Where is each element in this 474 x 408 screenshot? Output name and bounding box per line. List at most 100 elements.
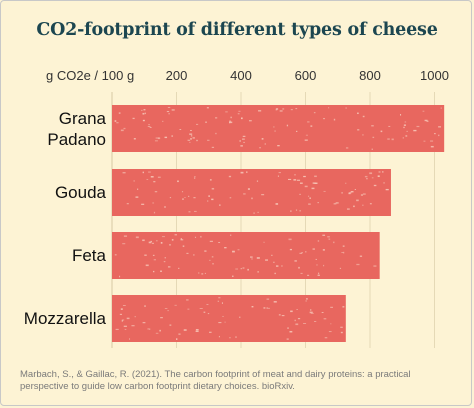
bar-mozzarella: [112, 295, 346, 342]
bar-texture-speck: [274, 272, 276, 275]
bar-texture-speck: [317, 272, 320, 275]
bar-texture-speck: [424, 119, 428, 122]
bar-texture-speck: [188, 211, 191, 213]
bar-texture-speck: [203, 311, 206, 313]
bar-texture-speck: [180, 238, 182, 240]
bar-texture-speck: [209, 240, 213, 243]
category-label-line: Padano: [47, 129, 106, 149]
bar-texture-speck: [256, 257, 260, 259]
bar-texture-speck: [182, 198, 184, 200]
bar-texture-speck: [258, 110, 262, 112]
bar-texture-speck: [171, 238, 174, 241]
bar-texture-speck: [304, 185, 308, 188]
bar-texture-speck: [317, 202, 319, 204]
bar-texture-speck: [293, 179, 297, 181]
bar-texture-speck: [153, 211, 156, 214]
bar-texture-speck: [180, 239, 184, 241]
bar-texture-speck: [277, 175, 280, 177]
bar-texture-speck: [211, 146, 215, 148]
bar-texture-speck: [438, 134, 440, 137]
bar-texture-speck: [373, 184, 377, 187]
x-tick-label: 200: [165, 68, 188, 83]
bar-texture-speck: [215, 117, 218, 119]
bar-texture-speck: [274, 130, 276, 132]
bar-texture-speck: [305, 251, 307, 253]
bar-texture-speck: [166, 110, 170, 113]
bar-texture-speck: [275, 203, 279, 205]
bar-texture-speck: [328, 331, 332, 333]
bar-texture-speck: [205, 121, 207, 123]
bar-texture-speck: [377, 175, 380, 178]
bar-texture-speck: [273, 261, 275, 263]
bar-texture-speck: [232, 250, 235, 253]
bar-texture-speck: [178, 267, 180, 269]
bar-texture-speck: [194, 236, 197, 238]
bar-texture-speck: [362, 204, 364, 206]
bar-texture-speck: [333, 203, 337, 205]
bar-texture-speck: [295, 323, 299, 326]
bar-texture-speck: [148, 171, 151, 173]
bar-texture-speck: [147, 126, 151, 127]
bar-texture-speck: [143, 109, 146, 111]
bar-texture-speck: [324, 337, 328, 339]
bar-texture-speck: [357, 129, 360, 131]
bar-texture-speck: [176, 338, 178, 340]
category-label: Feta: [72, 245, 106, 266]
bar-texture-speck: [186, 252, 189, 254]
category-label-line: Mozzarella: [23, 309, 106, 328]
bar-texture-speck: [278, 314, 281, 316]
bar-texture-speck: [174, 234, 177, 236]
bar-texture-speck: [323, 118, 325, 120]
bar-texture-speck: [290, 109, 293, 111]
bar-texture-speck: [297, 317, 301, 320]
bar-texture-speck: [348, 193, 351, 195]
bar-texture-speck: [154, 140, 158, 142]
bar-texture-speck: [154, 191, 158, 193]
bar-texture-speck: [204, 250, 207, 252]
bar-texture-speck: [235, 268, 239, 270]
bar-texture-speck: [248, 120, 252, 122]
bar-texture-speck: [218, 335, 221, 338]
bar-texture-speck: [230, 234, 232, 236]
bar-texture-speck: [243, 193, 246, 195]
bar-texture-speck: [132, 117, 135, 120]
bar-texture-speck: [341, 252, 344, 253]
bar-texture-speck: [314, 321, 317, 322]
bar-texture-speck: [155, 332, 159, 334]
bar-texture-speck: [343, 251, 345, 254]
bar-texture-speck: [257, 211, 259, 213]
bar-texture-speck: [296, 309, 298, 310]
bar-texture-speck: [153, 259, 157, 261]
bar-texture-speck: [288, 178, 292, 180]
bar-texture-speck: [333, 118, 336, 121]
bar-texture-speck: [189, 141, 191, 143]
bar-texture-speck: [348, 192, 352, 194]
bar-texture-speck: [141, 109, 143, 111]
bar-texture-speck: [174, 304, 177, 306]
bar-texture-speck: [187, 139, 191, 141]
bar-texture-speck: [275, 265, 279, 267]
bar-texture-speck: [340, 326, 343, 328]
bar-texture-speck: [184, 197, 186, 198]
bar-texture-speck: [369, 172, 373, 175]
bar-texture-speck: [230, 116, 233, 119]
bar-texture-speck: [209, 331, 212, 333]
bar-texture-speck: [195, 330, 199, 333]
bar-texture-speck: [251, 306, 254, 308]
bar-texture-speck: [321, 312, 324, 313]
bar-texture-speck: [187, 308, 190, 310]
bar-texture-speck: [147, 328, 149, 330]
bar-texture-speck: [164, 308, 168, 309]
bar-texture-speck: [371, 148, 373, 150]
bar-texture-speck: [246, 171, 248, 173]
bar-texture-speck: [313, 112, 316, 114]
bar-texture-speck: [307, 121, 310, 123]
bar-texture-speck: [207, 200, 209, 202]
bar-texture-speck: [391, 138, 394, 141]
bar-texture-speck: [281, 265, 283, 267]
bar-texture-speck: [171, 135, 174, 137]
bar-texture-speck: [206, 303, 209, 305]
bar-texture-speck: [305, 300, 307, 302]
bar-texture-speck: [135, 236, 139, 239]
bar-texture-speck: [190, 129, 192, 131]
